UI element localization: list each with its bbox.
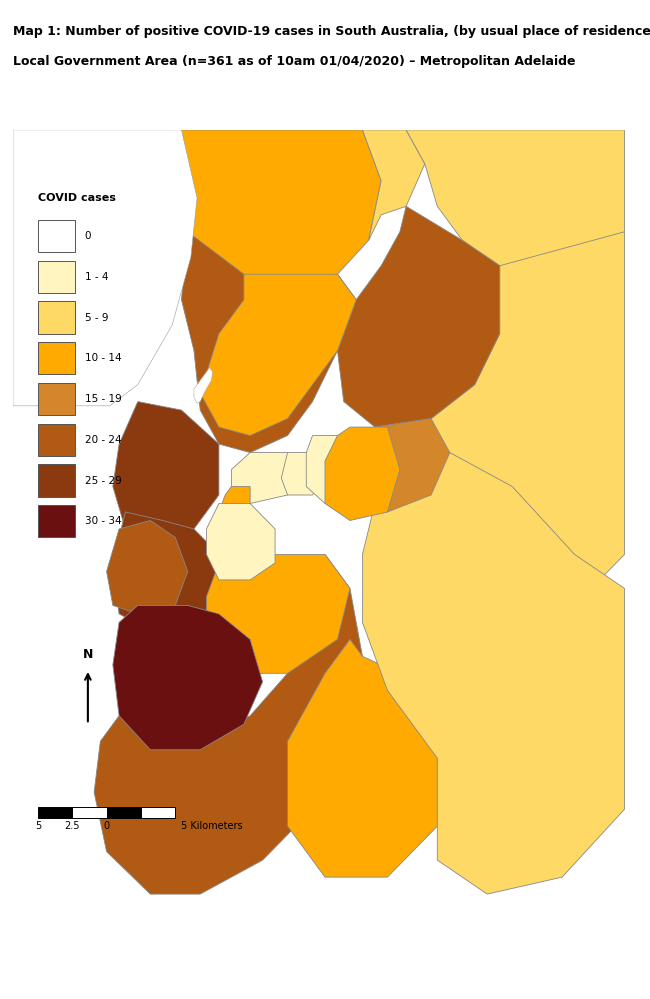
Text: 2.5: 2.5	[64, 821, 80, 831]
Polygon shape	[306, 436, 363, 503]
Bar	[38, 302, 75, 334]
Text: 0: 0	[103, 821, 110, 831]
Bar	[38, 806, 72, 817]
Polygon shape	[207, 554, 350, 673]
Text: 5 Kilometers: 5 Kilometers	[181, 821, 243, 831]
Polygon shape	[406, 130, 625, 266]
Text: 5: 5	[35, 821, 41, 831]
Bar	[38, 261, 75, 293]
Text: N: N	[83, 647, 93, 660]
Text: 10 - 14: 10 - 14	[84, 354, 122, 364]
Polygon shape	[363, 130, 425, 241]
Bar	[72, 806, 107, 817]
Bar	[38, 424, 75, 456]
Text: Map 1: Number of positive COVID-19 cases in South Australia, (by usual place of : Map 1: Number of positive COVID-19 cases…	[13, 25, 650, 38]
Text: 0: 0	[84, 231, 91, 241]
Text: 15 - 19: 15 - 19	[84, 394, 122, 404]
Polygon shape	[113, 605, 263, 749]
Polygon shape	[325, 428, 400, 520]
Text: 20 - 24: 20 - 24	[84, 435, 122, 445]
Polygon shape	[94, 554, 363, 894]
Polygon shape	[107, 520, 188, 613]
Bar	[107, 806, 141, 817]
Bar	[38, 342, 75, 375]
Polygon shape	[181, 232, 356, 453]
Polygon shape	[363, 453, 625, 894]
Bar	[38, 383, 75, 416]
Polygon shape	[207, 503, 275, 579]
Polygon shape	[200, 274, 356, 436]
Text: Local Government Area (n=361 as of 10am 01/04/2020) – Metropolitan Adelaide: Local Government Area (n=361 as of 10am …	[13, 55, 575, 68]
Polygon shape	[387, 232, 625, 622]
Text: COVID cases: COVID cases	[38, 193, 116, 203]
Bar	[141, 806, 176, 817]
Bar	[38, 505, 75, 537]
Polygon shape	[181, 130, 381, 300]
Polygon shape	[337, 419, 450, 511]
Bar	[38, 220, 75, 252]
Polygon shape	[219, 487, 250, 537]
Polygon shape	[13, 130, 197, 406]
Text: 25 - 29: 25 - 29	[84, 476, 122, 486]
Text: 1 - 4: 1 - 4	[84, 272, 109, 282]
Polygon shape	[281, 453, 325, 496]
Polygon shape	[337, 207, 500, 428]
Text: 5 - 9: 5 - 9	[84, 313, 109, 323]
Text: 30 - 34: 30 - 34	[84, 516, 122, 526]
Polygon shape	[287, 639, 437, 877]
Polygon shape	[113, 511, 219, 631]
Polygon shape	[113, 402, 219, 537]
Polygon shape	[231, 453, 300, 503]
Polygon shape	[194, 368, 213, 404]
Bar	[38, 465, 75, 497]
